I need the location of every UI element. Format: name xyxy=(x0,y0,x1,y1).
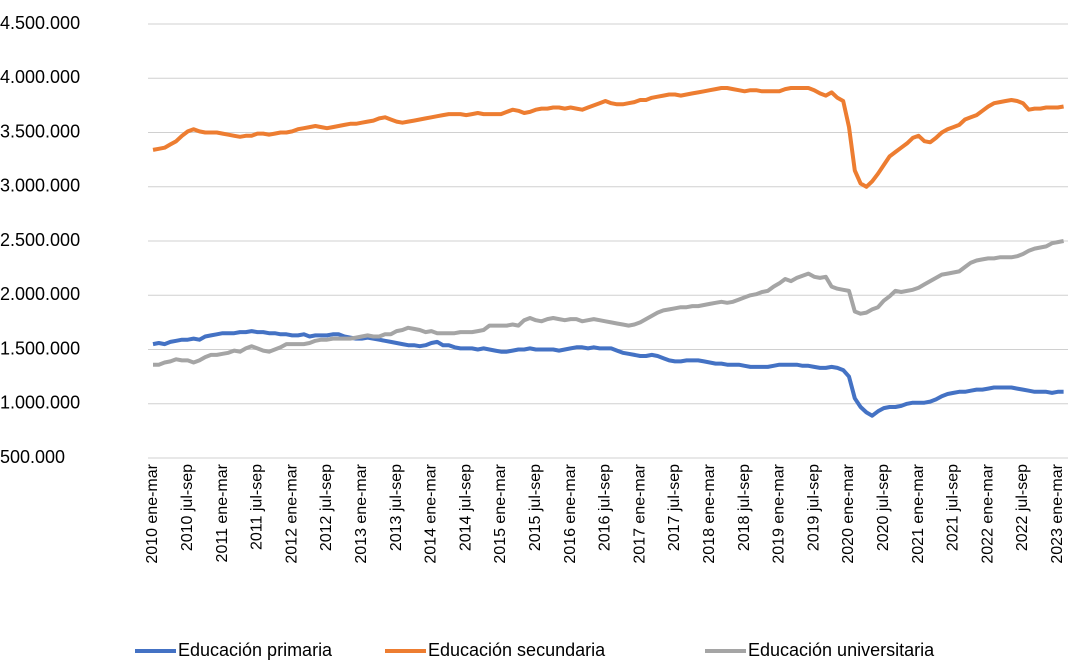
x-tick-label: 2013 ene-mar xyxy=(353,463,370,563)
x-tick-label: 2019 jul-sep xyxy=(805,464,822,551)
y-tick-label: 4.500.000 xyxy=(0,13,80,33)
legend-label: Educación universitaria xyxy=(748,640,935,660)
x-tick-label: 2020 ene-mar xyxy=(840,463,857,563)
y-tick-label: 2.500.000 xyxy=(0,230,80,250)
x-tick-label: 2018 jul-sep xyxy=(736,464,753,551)
line-series xyxy=(153,239,1064,367)
x-tick-label: 2012 ene-mar xyxy=(283,463,300,563)
x-tick-label: 2017 jul-sep xyxy=(666,464,683,551)
x-tick-label: 2019 ene-mar xyxy=(771,463,788,563)
x-tick-label: 2021 jul-sep xyxy=(945,464,962,551)
x-tick-label: 2022 ene-mar xyxy=(979,463,996,563)
x-tick-label: 2011 jul-sep xyxy=(249,464,266,550)
legend-label: Educación secundaria xyxy=(428,640,606,660)
legend-label: Educación primaria xyxy=(178,640,333,660)
x-tick-label: 2023 ene-mar xyxy=(1049,463,1066,563)
x-tick-label: 2015 jul-sep xyxy=(527,464,544,551)
x-tick-label: 2018 ene-mar xyxy=(701,463,718,563)
x-tick-label: 2010 ene-mar xyxy=(144,463,161,563)
x-tick-label: 2013 jul-sep xyxy=(388,464,405,551)
y-tick-label: 2.000.000 xyxy=(0,284,80,304)
x-tick-label: 2017 ene-mar xyxy=(631,463,648,563)
x-tick-label: 2022 jul-sep xyxy=(1014,464,1031,551)
line-series xyxy=(152,86,1064,189)
x-tick-label: 2014 ene-mar xyxy=(423,463,440,563)
x-tick-label: 2014 jul-sep xyxy=(457,464,474,551)
x-tick-label: 2012 jul-sep xyxy=(318,464,335,551)
y-tick-label: 4.000.000 xyxy=(0,67,80,87)
x-tick-label: 2010 jul-sep xyxy=(179,464,196,551)
x-tick-label: 2016 ene-mar xyxy=(562,463,579,563)
x-tick-label: 2020 jul-sep xyxy=(875,464,892,551)
y-tick-label: 1.000.000 xyxy=(0,393,80,413)
y-tick-label: 3.500.000 xyxy=(0,121,80,141)
x-tick-label: 2011 ene-mar xyxy=(214,463,231,562)
y-tick-label: 500.000 xyxy=(0,447,65,467)
x-tick-label: 2016 jul-sep xyxy=(597,464,614,551)
line-series xyxy=(152,329,1064,418)
x-tick-label: 2015 ene-mar xyxy=(492,463,509,563)
y-tick-label: 1.500.000 xyxy=(0,338,80,358)
x-tick-label: 2021 ene-mar xyxy=(910,463,927,563)
y-tick-label: 3.000.000 xyxy=(0,176,80,196)
